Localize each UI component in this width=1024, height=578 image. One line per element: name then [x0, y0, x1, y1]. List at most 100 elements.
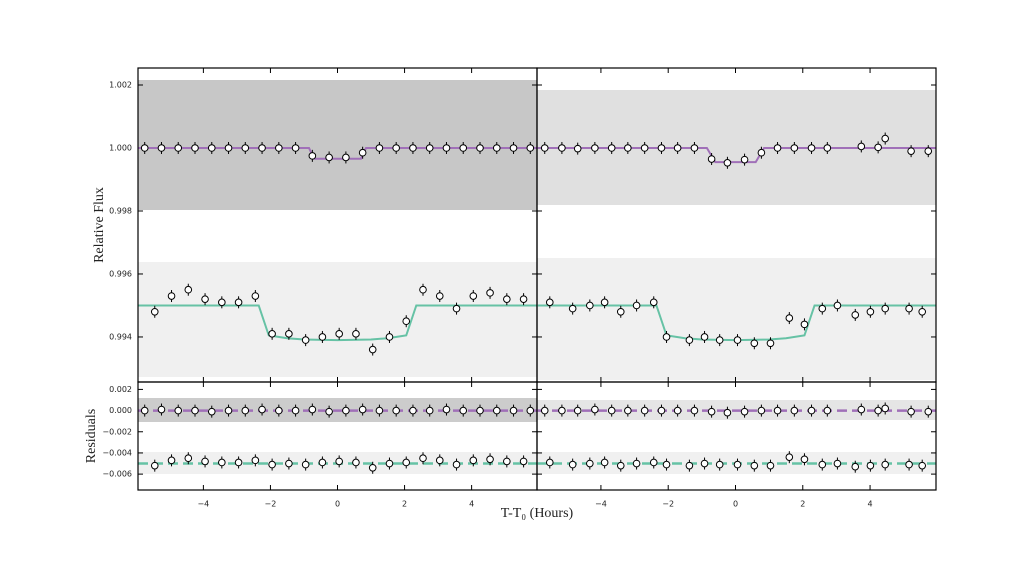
binned-point [469, 456, 478, 465]
binned-point [640, 406, 649, 415]
binned-point [807, 406, 816, 415]
binned-point [452, 460, 461, 469]
binned-point [723, 158, 732, 167]
binned-point [201, 457, 209, 466]
binned-point [301, 460, 310, 469]
binned-point [325, 407, 333, 416]
binned-point [624, 144, 632, 152]
binned-point [591, 405, 599, 414]
binned-point [657, 406, 666, 415]
binned-point [503, 295, 511, 303]
binned-point [452, 304, 461, 313]
binned-point [308, 405, 317, 414]
binned-point [632, 459, 641, 468]
binned-point [851, 311, 860, 319]
binned-point [785, 314, 794, 322]
binned-point [486, 455, 494, 464]
binned-point [486, 289, 494, 297]
binned-point [191, 144, 199, 152]
binned-point [616, 307, 625, 316]
y-tick-label: −0.002 [102, 427, 132, 436]
binned-point [140, 144, 149, 152]
binned-point [435, 456, 444, 465]
binned-point [616, 461, 625, 470]
binned-point [591, 144, 599, 152]
binned-point [291, 144, 300, 152]
binned-point [167, 456, 176, 465]
binned-point [785, 453, 794, 461]
binned-point [881, 304, 889, 313]
binned-point [224, 406, 233, 415]
binned-point [291, 406, 300, 415]
binned-point [740, 155, 749, 164]
binned-point [285, 459, 293, 468]
binned-point [600, 458, 609, 467]
binned-point [573, 144, 582, 153]
binned-point [368, 345, 377, 354]
binned-point [342, 406, 350, 415]
binned-point [673, 406, 682, 415]
binned-point [685, 461, 694, 470]
plot-frame [536, 381, 937, 491]
binned-point [568, 460, 577, 469]
raw-data-band [138, 262, 537, 377]
binned-point [368, 463, 377, 472]
y-tick-label: 1.002 [109, 81, 132, 90]
binned-point [662, 460, 671, 469]
binned-point [707, 407, 716, 416]
x-tick-label: −2 [265, 500, 277, 509]
binned-point [268, 460, 276, 469]
binned-point [558, 144, 566, 152]
binned-point [234, 298, 243, 307]
binned-point [750, 339, 759, 348]
binned-point [715, 460, 724, 469]
binned-point [258, 405, 266, 414]
binned-point [375, 144, 384, 152]
binned-point [385, 459, 394, 468]
binned-point [800, 320, 809, 329]
binned-point [150, 307, 159, 316]
x-tick-label: 0 [733, 500, 738, 509]
x-tick-label: −4 [595, 500, 607, 509]
binned-point [207, 407, 216, 416]
y-tick-label: 0.996 [109, 269, 132, 278]
binned-point [545, 458, 554, 467]
binned-point [251, 292, 260, 300]
binned-point [358, 405, 367, 414]
binned-point [419, 285, 427, 294]
model-line [138, 304, 537, 342]
binned-point [790, 144, 799, 152]
binned-point [425, 144, 434, 152]
binned-point [519, 295, 528, 303]
binned-point [773, 144, 782, 152]
binned-point [540, 406, 549, 415]
y-tick-label: 0.998 [109, 206, 132, 215]
binned-point [476, 406, 484, 415]
binned-point [375, 406, 384, 415]
binned-point [234, 458, 243, 467]
binned-point [723, 408, 732, 417]
binned-point [335, 457, 343, 466]
binned-point [157, 144, 166, 152]
binned-point [924, 147, 933, 155]
binned-point [191, 406, 199, 415]
binned-point [773, 406, 782, 415]
binned-point [800, 455, 809, 464]
binned-point [301, 336, 310, 344]
binned-point [167, 292, 176, 300]
binned-point [218, 458, 226, 467]
binned-point [924, 407, 933, 416]
binned-point [308, 152, 317, 160]
binned-point [586, 459, 594, 468]
binned-point [459, 406, 468, 415]
binned-point [492, 144, 501, 152]
binned-point [881, 404, 889, 413]
binned-point [258, 144, 266, 152]
binned-point [385, 333, 394, 341]
binned-point [851, 462, 860, 471]
binned-point [425, 406, 434, 415]
binned-point [690, 144, 699, 152]
binned-point [874, 406, 882, 415]
